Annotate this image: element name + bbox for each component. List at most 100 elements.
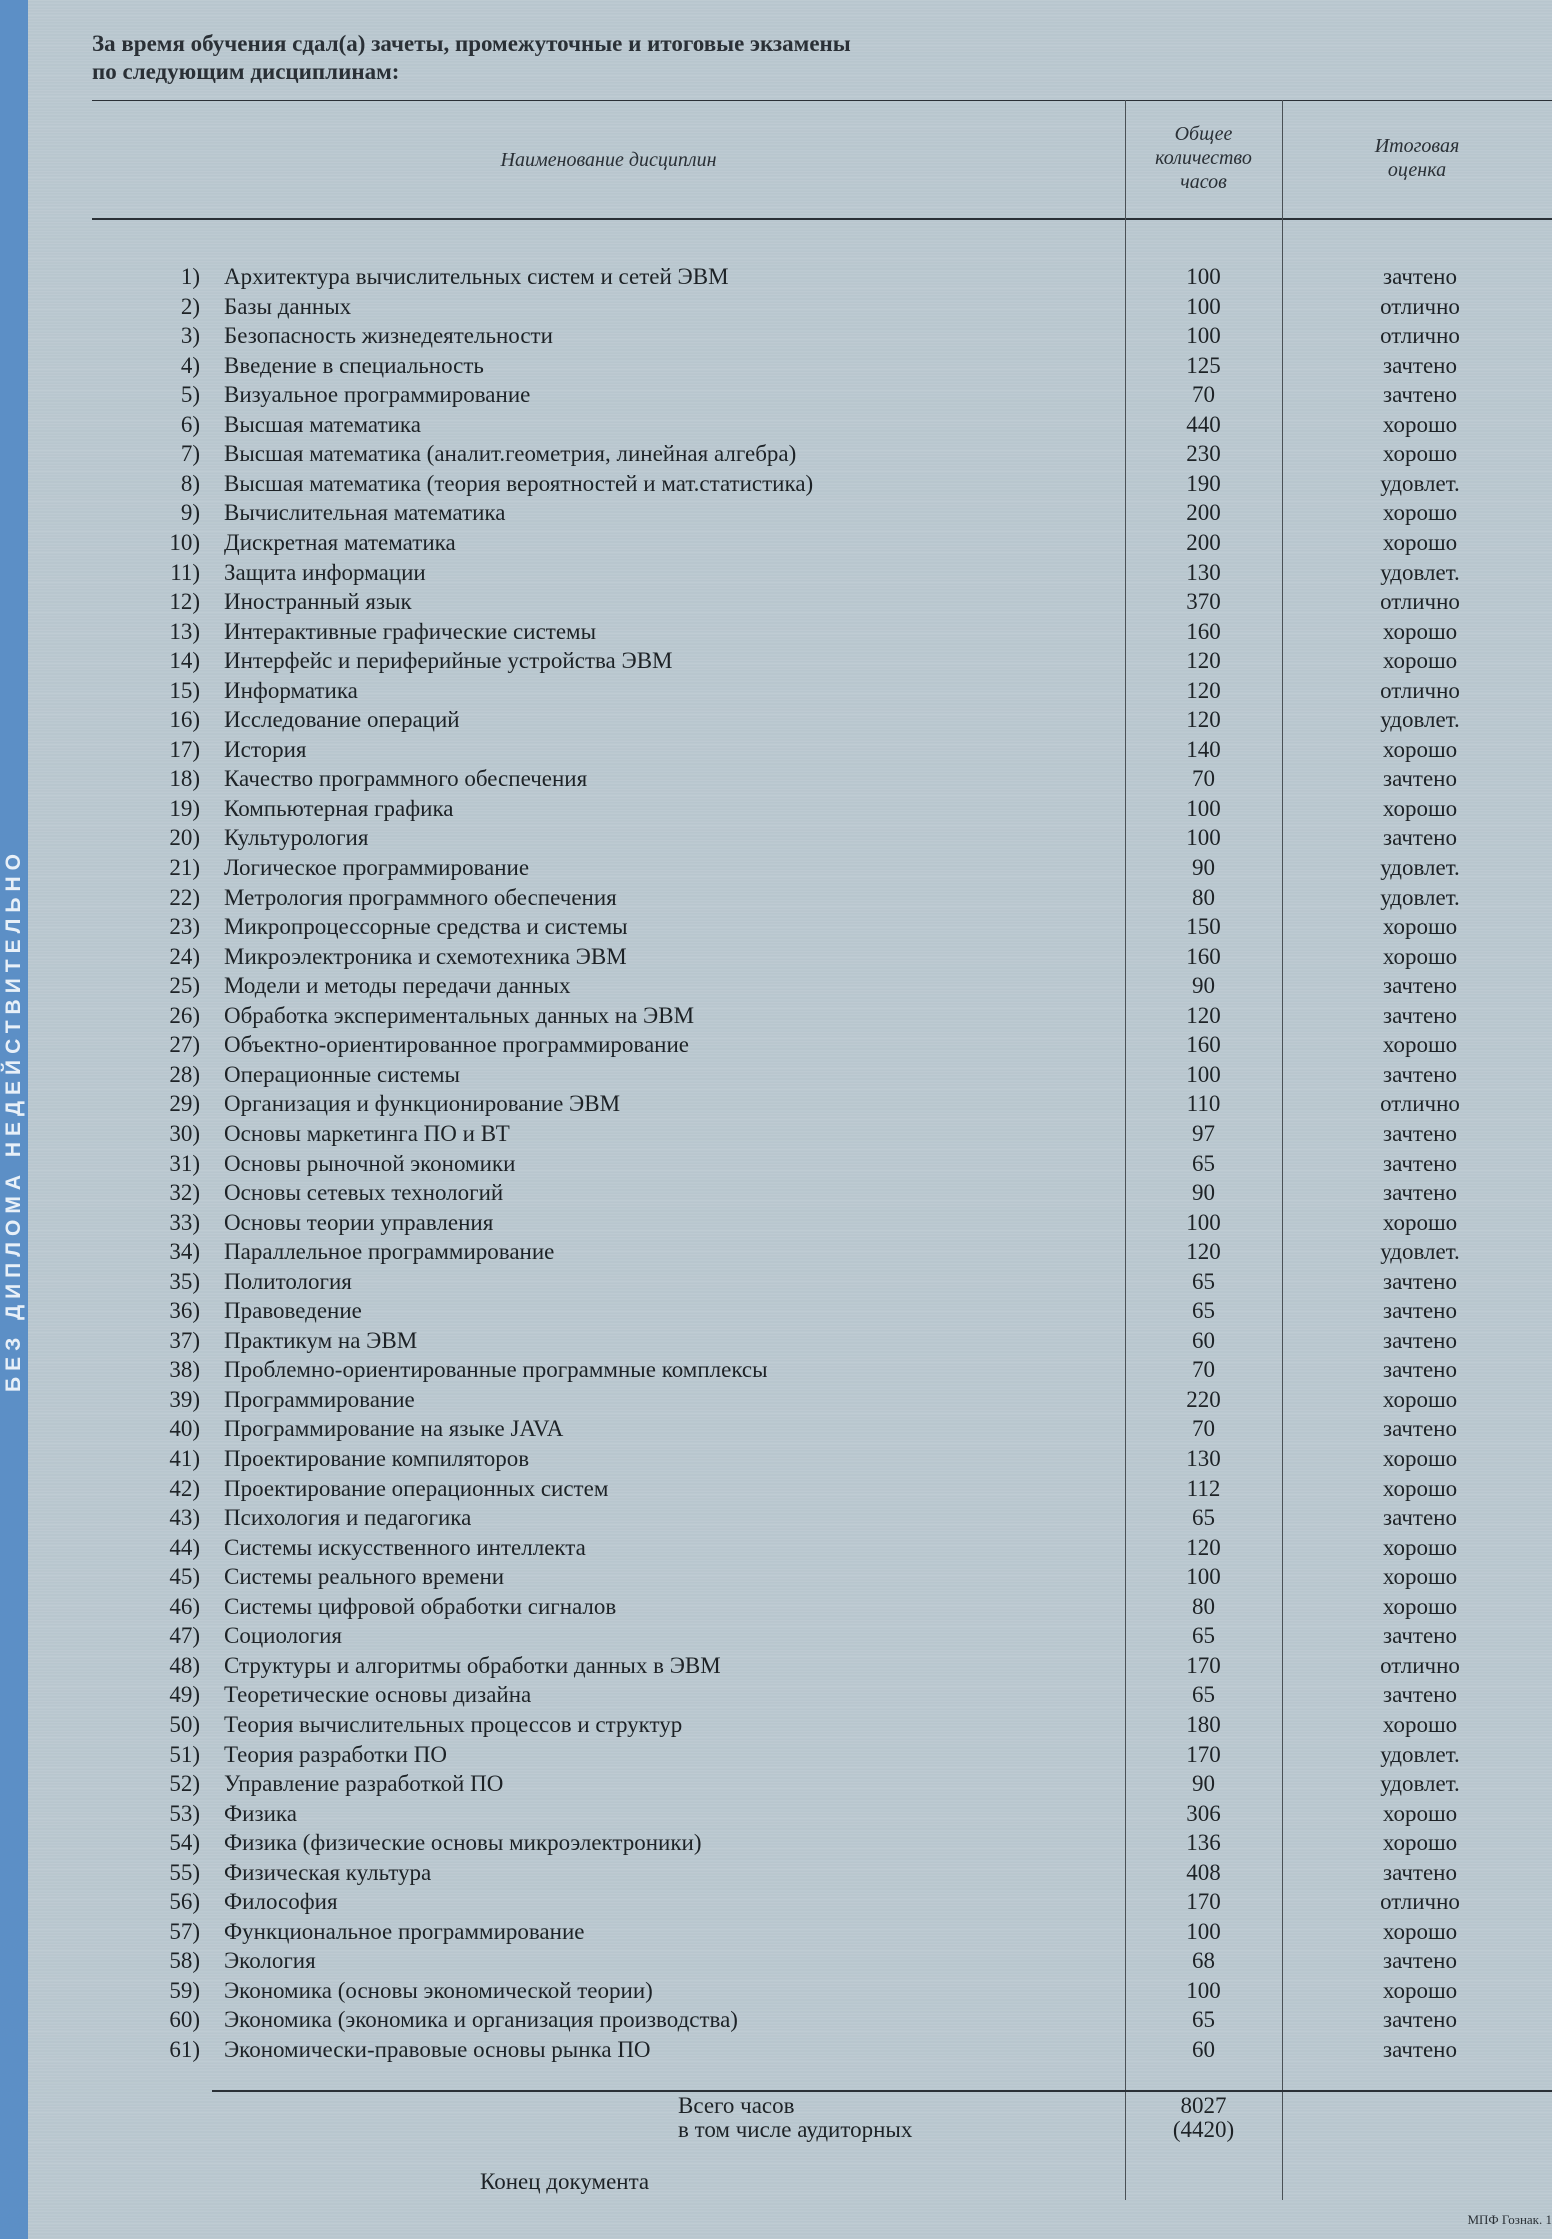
grade-value: зачтено — [1382, 264, 1457, 289]
discipline-name: Философия — [224, 1889, 338, 1915]
table-row: 7) Высшая математика (аналит.геометрия, л… — [0, 439, 1552, 469]
grade-value: зачтено — [1382, 1623, 1457, 1649]
grade-value: хорошо — [1382, 1534, 1458, 1560]
discipline-name: Введение в специальность — [224, 352, 484, 378]
row-number: 7) — [180, 441, 200, 467]
hours-value: 120 — [1186, 648, 1221, 674]
discipline-name: Политология — [224, 1268, 352, 1294]
row-number: 24) — [169, 943, 200, 969]
row-number: 31) — [169, 1150, 200, 1176]
row-number: 47) — [169, 1623, 200, 1649]
grade-value: удовлет. — [1380, 884, 1460, 910]
column-divider — [1282, 100, 1283, 2200]
table-row: 29) Организация и функционирование ЭВМ 110… — [0, 1089, 1552, 1119]
hours-value: 60 — [1192, 2037, 1215, 2062]
hours-value: 60 — [1192, 1327, 1215, 1353]
table-row: 61) Экономически-правовые основы рынка ПО… — [0, 2035, 1552, 2065]
row-number: 13) — [169, 618, 200, 644]
hours-value: 100 — [1186, 1918, 1221, 1944]
header-hours: Общее количество часов — [1125, 122, 1282, 194]
discipline-name: Исследование операций — [224, 707, 460, 733]
grade-value: зачтено — [1382, 1948, 1457, 1974]
hours-value: 150 — [1186, 914, 1221, 940]
grade-value: удовлет. — [1380, 1771, 1460, 1797]
table-row: 21) Логическое программирование 90 удовлет. — [0, 853, 1552, 883]
hours-value: 70 — [1192, 1357, 1215, 1383]
grade-value: зачтено — [1382, 1268, 1457, 1294]
hours-value: 440 — [1186, 411, 1221, 437]
hours-value: 65 — [1192, 1298, 1215, 1324]
grade-value: удовлет. — [1380, 707, 1460, 733]
row-number: 26) — [169, 1002, 200, 1028]
row-number: 39) — [169, 1386, 200, 1412]
discipline-name: Безопасность жизнедеятельности — [224, 323, 553, 349]
hours-value: 180 — [1186, 1711, 1221, 1737]
intro-line: За время обучения сдал(а) зачеты, промеж… — [92, 31, 851, 56]
grade-value: зачтено — [1382, 2037, 1457, 2062]
discipline-name: Функциональное программирование — [224, 1918, 585, 1944]
hours-value: 408 — [1186, 1859, 1221, 1885]
row-number: 50) — [169, 1711, 200, 1737]
row-number: 28) — [169, 1061, 200, 1087]
discipline-name: Объектно-ориентированное программировани… — [224, 1032, 689, 1058]
row-number: 36) — [169, 1298, 200, 1324]
table-row: 13) Интерактивные графические системы 160 х… — [0, 617, 1552, 647]
table-row: 58) Экология 68 зачтено — [0, 1946, 1552, 1976]
table-row: 57) Функциональное программирование 100 хор… — [0, 1917, 1552, 1947]
discipline-name: Модели и методы передачи данных — [224, 973, 571, 999]
discipline-name: Экономически-правовые основы рынка ПО — [224, 2037, 651, 2062]
hours-value: 100 — [1186, 825, 1221, 851]
hours-value: 97 — [1192, 1120, 1215, 1146]
grade-value: отлично — [1380, 1652, 1460, 1678]
table-row: 1) Архитектура вычислительных систем и се… — [0, 262, 1552, 292]
hours-value: 136 — [1186, 1830, 1221, 1856]
discipline-name: Программирование — [224, 1386, 415, 1412]
hours-value: 220 — [1186, 1386, 1221, 1412]
table-row: 22) Метрология программного обеспечения 80… — [0, 883, 1552, 913]
hours-value: 130 — [1186, 1446, 1221, 1471]
intro-line: по следующим дисциплинам: — [92, 59, 400, 84]
table-row: 6) Высшая математика 440 хорошо — [0, 410, 1552, 440]
discipline-name: Проектирование компиляторов — [224, 1446, 530, 1471]
row-number: 6) — [180, 411, 200, 437]
hours-value: 140 — [1186, 736, 1221, 762]
hours-value: 112 — [1186, 1475, 1221, 1501]
discipline-name: Управление разработкой ПО — [224, 1771, 504, 1797]
hours-value: 65 — [1192, 2007, 1215, 2033]
grade-value: хорошо — [1382, 1209, 1458, 1235]
header-grade-line: Итоговая — [1374, 135, 1460, 157]
row-number: 59) — [169, 1977, 200, 2003]
row-number: 48) — [169, 1652, 200, 1678]
row-number: 5) — [180, 382, 200, 408]
table-row: 15) Информатика 120 отлично — [0, 676, 1552, 706]
discipline-name: Проблемно-ориентированные программные ко… — [224, 1357, 768, 1383]
table-row: 35) Политология 65 зачтено — [0, 1267, 1552, 1297]
row-number: 2) — [180, 293, 200, 319]
discipline-name: Обработка экспериментальных данных на ЭВ… — [224, 1002, 695, 1028]
row-number: 43) — [169, 1505, 200, 1531]
table-row: 31) Основы рыночной экономики 65 зачтено — [0, 1149, 1552, 1179]
hours-value: 170 — [1186, 1741, 1221, 1767]
row-number: 45) — [169, 1564, 200, 1590]
hours-value: 120 — [1186, 677, 1221, 703]
discipline-name: Физика — [224, 1800, 297, 1826]
row-number: 44) — [169, 1534, 200, 1560]
table-row: 26) Обработка экспериментальных данных на… — [0, 1001, 1552, 1031]
discipline-name: Экология — [224, 1948, 316, 1974]
discipline-name: Физическая культура — [224, 1859, 432, 1885]
discipline-name: Иностранный язык — [224, 589, 412, 615]
hours-value: 100 — [1186, 293, 1221, 319]
discipline-name: Логическое программирование — [224, 855, 530, 880]
auditorium-value: (4420) — [1172, 2117, 1235, 2142]
hours-value: 68 — [1192, 1948, 1215, 1974]
hours-value: 65 — [1192, 1505, 1215, 1531]
table-row: 3) Безопасность жизнедеятельности 100 отлич… — [0, 321, 1552, 351]
grade-value: хорошо — [1382, 914, 1458, 940]
table-row: 37) Практикум на ЭВМ 60 зачтено — [0, 1326, 1552, 1356]
grade-value: отлично — [1380, 589, 1460, 615]
hours-value: 200 — [1186, 500, 1221, 526]
row-number: 29) — [169, 1091, 200, 1117]
table-row: 38) Проблемно-ориентированные программные… — [0, 1355, 1552, 1385]
hours-value: 100 — [1186, 1564, 1221, 1590]
row-number: 22) — [169, 884, 200, 910]
